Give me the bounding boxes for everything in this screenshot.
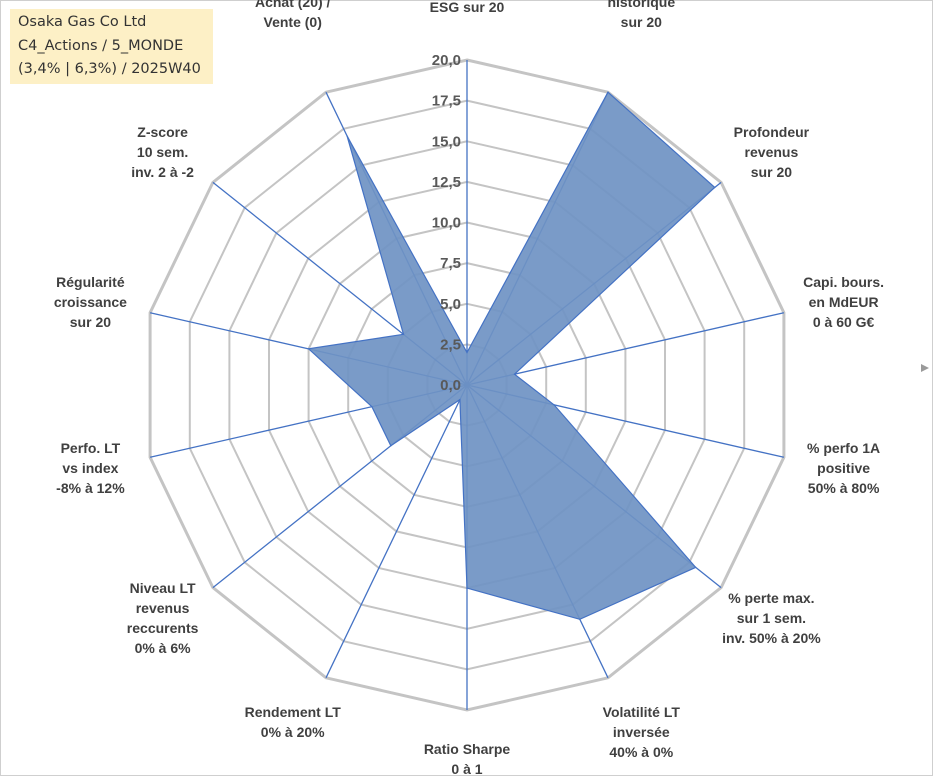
axis-label-line: revenus bbox=[745, 144, 799, 160]
tick-label: 20,0 bbox=[432, 52, 461, 69]
axis-label-line: inv. 2 à -2 bbox=[131, 164, 194, 180]
axis-label-line: % perfo 1A bbox=[807, 440, 880, 456]
axis-label: NoteESG sur 20 bbox=[430, 0, 505, 15]
data-point bbox=[553, 404, 555, 406]
axis-label-line: Ratio Sharpe bbox=[424, 741, 511, 757]
scrollbar-arrow-icon[interactable] bbox=[920, 362, 930, 374]
axis-label-line: Volatilité LT bbox=[603, 704, 681, 720]
axis-label-line: 0% à 20% bbox=[261, 724, 325, 740]
info-company-name: Osaka Gas Co Ltd bbox=[18, 14, 147, 30]
data-point bbox=[466, 587, 468, 589]
radar-series bbox=[307, 91, 716, 620]
axis-label: Profondeur revenus sur 20 bbox=[734, 124, 810, 180]
axis-label-line: Z-score bbox=[137, 124, 188, 140]
axis-spoke bbox=[466, 312, 785, 386]
axis-label-line: -8% à 12% bbox=[56, 480, 125, 496]
axis-label: Z-score 10 sem. inv. 2 à -2 bbox=[131, 124, 194, 180]
axis-label-line: inversée bbox=[613, 724, 670, 740]
axis-label: Profondeurhistoriquesur 20 bbox=[604, 0, 680, 30]
data-point bbox=[308, 348, 310, 350]
info-category: C4_Actions / 5_MONDE bbox=[18, 37, 184, 54]
axis-label: MomentumAchat (20) /Vente (0) bbox=[255, 0, 331, 30]
axis-label: Niveau LT revenus reccurents 0% à 6% bbox=[127, 580, 199, 656]
axis-label-line: 0% à 6% bbox=[135, 640, 192, 656]
axis-label-line: Régularité bbox=[56, 274, 125, 290]
axis-label-line: croissance bbox=[54, 294, 127, 310]
tick-label: 12,5 bbox=[432, 174, 461, 191]
axis-label: Perfo. LT vs index -8% à 12% bbox=[56, 440, 125, 496]
axis-label-line: 0 à 60 G€ bbox=[813, 314, 875, 330]
data-point bbox=[695, 566, 697, 569]
axis-label-line: vs index bbox=[62, 460, 118, 476]
tick-label: 5,0 bbox=[440, 296, 461, 313]
axis-label-line: Rendement LT bbox=[245, 704, 342, 720]
axis-label-line: reccurents bbox=[127, 620, 199, 636]
axis-label-line: sur 20 bbox=[621, 14, 662, 30]
tick-label: 15,0 bbox=[432, 133, 461, 150]
radar-axis-labels: NoteESG sur 20 Profondeur historique sur 20… bbox=[54, 0, 884, 776]
data-point bbox=[459, 399, 461, 401]
axis-label-line: historique bbox=[607, 0, 675, 10]
info-performance: (3,4% | 6,3%) / 2025W40 bbox=[18, 61, 201, 77]
axis-label-line: 50% à 80% bbox=[808, 480, 880, 496]
data-point bbox=[579, 618, 581, 620]
axis-label: % perfo 1A positive 50% à 80% bbox=[807, 440, 880, 496]
axis-label-line: sur 20 bbox=[70, 314, 111, 330]
axis-label-line: ESG sur 20 bbox=[430, 0, 505, 15]
axis-label: Volatilité LT inversée 40% à 0% bbox=[603, 704, 681, 760]
tick-label: 2,5 bbox=[440, 336, 461, 353]
axis-label: % perte max. sur 1 sem. inv. 50% à 20% bbox=[722, 590, 821, 646]
axis-label-line: 40% à 0% bbox=[609, 744, 673, 760]
axis-label-line: Profondeur bbox=[734, 124, 810, 140]
axis-label: Capi. bours. en MdEUR 0 à 60 G€ bbox=[803, 274, 884, 330]
tick-label: 7,5 bbox=[440, 255, 461, 272]
axis-label-line: revenus bbox=[136, 600, 190, 616]
axis-label: Régularité croissance sur 20 bbox=[54, 274, 127, 330]
axis-spoke bbox=[325, 384, 468, 679]
axis-label-line: Capi. bours. bbox=[803, 274, 884, 290]
axis-label-line: 0 à 1 bbox=[451, 761, 482, 776]
axis-label-line: Vente (0) bbox=[264, 14, 322, 30]
axis-label-line: Achat (20) / bbox=[255, 0, 331, 10]
axis-label-line: positive bbox=[817, 460, 870, 476]
data-point bbox=[390, 445, 392, 447]
axis-label: Ratio Sharpe 0 à 1 bbox=[424, 741, 511, 776]
radar-tick-labels: 0,0 2,5 5,0 7,5 10,0 12,5 15,0 17,5 20,0 bbox=[432, 52, 461, 394]
tick-label: 17,5 bbox=[432, 93, 461, 110]
axis-label-line: inv. 50% à 20% bbox=[722, 630, 821, 646]
data-point bbox=[513, 373, 516, 375]
axis-label-line: Perfo. LT bbox=[61, 440, 121, 456]
axis-label-line: Niveau LT bbox=[130, 580, 196, 596]
axis-label-line: sur 20 bbox=[751, 164, 792, 180]
data-point bbox=[402, 333, 405, 335]
data-point bbox=[714, 186, 716, 188]
axis-label: Rendement LT 0% à 20% bbox=[245, 704, 342, 740]
axis-label-line: sur 1 sem. bbox=[737, 610, 806, 626]
tick-label: 10,0 bbox=[432, 215, 461, 232]
data-series-area bbox=[307, 91, 716, 620]
data-point bbox=[346, 135, 348, 137]
data-point bbox=[371, 406, 373, 408]
axis-label-line: 10 sem. bbox=[137, 144, 188, 160]
data-point bbox=[466, 351, 468, 354]
axis-label-line: en MdEUR bbox=[809, 294, 879, 310]
data-point bbox=[607, 91, 609, 93]
tick-label: 0,0 bbox=[440, 377, 461, 394]
info-box: Osaka Gas Co Ltd C4_Actions / 5_MONDE (3… bbox=[10, 9, 213, 84]
axis-label-line: % perte max. bbox=[728, 590, 814, 606]
